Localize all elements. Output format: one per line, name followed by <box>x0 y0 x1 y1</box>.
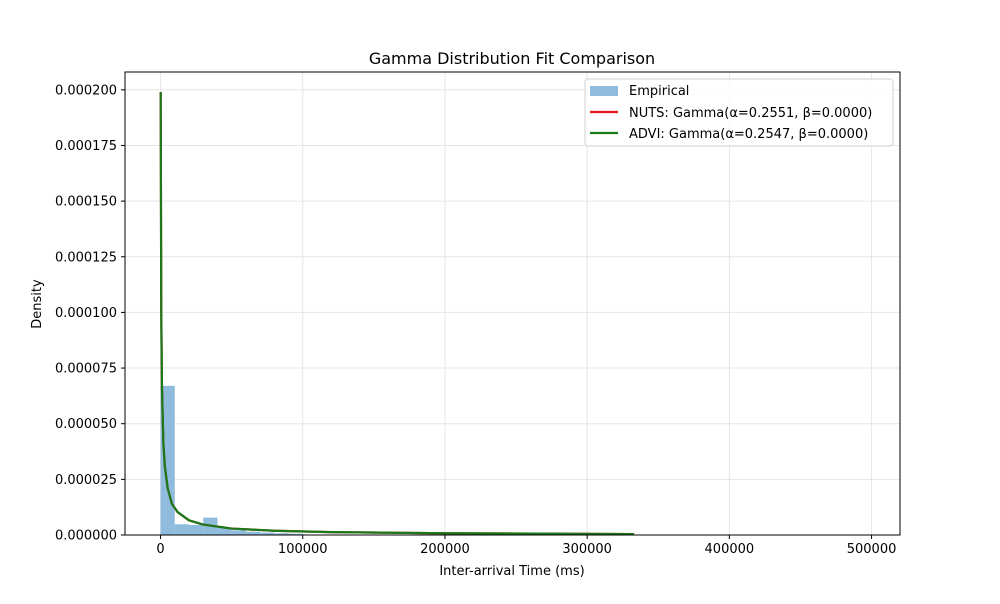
legend-box <box>584 78 894 147</box>
y-tick-label: 0.000150 <box>55 195 117 210</box>
histogram-bar <box>245 531 261 535</box>
grid-layer <box>125 72 900 536</box>
y-tick-label: 0.000100 <box>55 306 117 321</box>
legend-swatch-empirical <box>590 86 618 96</box>
histogram-bar <box>288 533 303 535</box>
x-tick-label: 100000 <box>278 542 328 557</box>
legend: Empirical NUTS: Gamma(α=0.2551, β=0.0000)… <box>584 78 894 147</box>
histogram-bar <box>217 527 232 535</box>
y-axis-label: Density <box>30 279 45 329</box>
y-tick-label: 0.000125 <box>55 250 117 265</box>
y-tick-label: 0.000075 <box>55 362 117 377</box>
histogram-bar <box>274 533 289 535</box>
legend-label-nuts: NUTS: Gamma(α=0.2551, β=0.0000) <box>629 106 872 121</box>
histogram-bar <box>260 532 275 535</box>
advi-fit-line <box>159 92 635 536</box>
x-tick-label: 300000 <box>562 542 612 557</box>
y-tick-label: 0.000025 <box>55 473 117 488</box>
x-tick-label: 200000 <box>420 542 470 557</box>
histogram-bar <box>188 524 204 535</box>
y-axis: 0.000000 0.000025 0.000050 0.000075 0.000100… <box>55 83 125 544</box>
x-axis: 0 100000 200000 300000 400000 500000 <box>156 535 896 557</box>
plot-frame <box>124 71 901 536</box>
y-tick-label: 0.000175 <box>55 139 117 154</box>
x-axis-label: Inter-arrival Time (ms) <box>439 564 584 579</box>
x-tick-label: 500000 <box>847 542 897 557</box>
y-tick-label: 0.000050 <box>55 417 117 432</box>
x-tick-label: 0 <box>156 542 164 557</box>
histogram-bar <box>231 530 246 535</box>
legend-label-empirical: Empirical <box>629 84 689 99</box>
y-tick-label: 0.000200 <box>55 83 117 98</box>
y-tick-label: 0.000000 <box>55 529 117 544</box>
fit-lines <box>159 92 635 536</box>
legend-label-advi: ADVI: Gamma(α=0.2547, β=0.0000) <box>629 127 868 142</box>
x-tick-label: 400000 <box>705 542 755 557</box>
histogram-bar <box>174 524 189 535</box>
chart-title: Gamma Distribution Fit Comparison <box>369 49 655 68</box>
